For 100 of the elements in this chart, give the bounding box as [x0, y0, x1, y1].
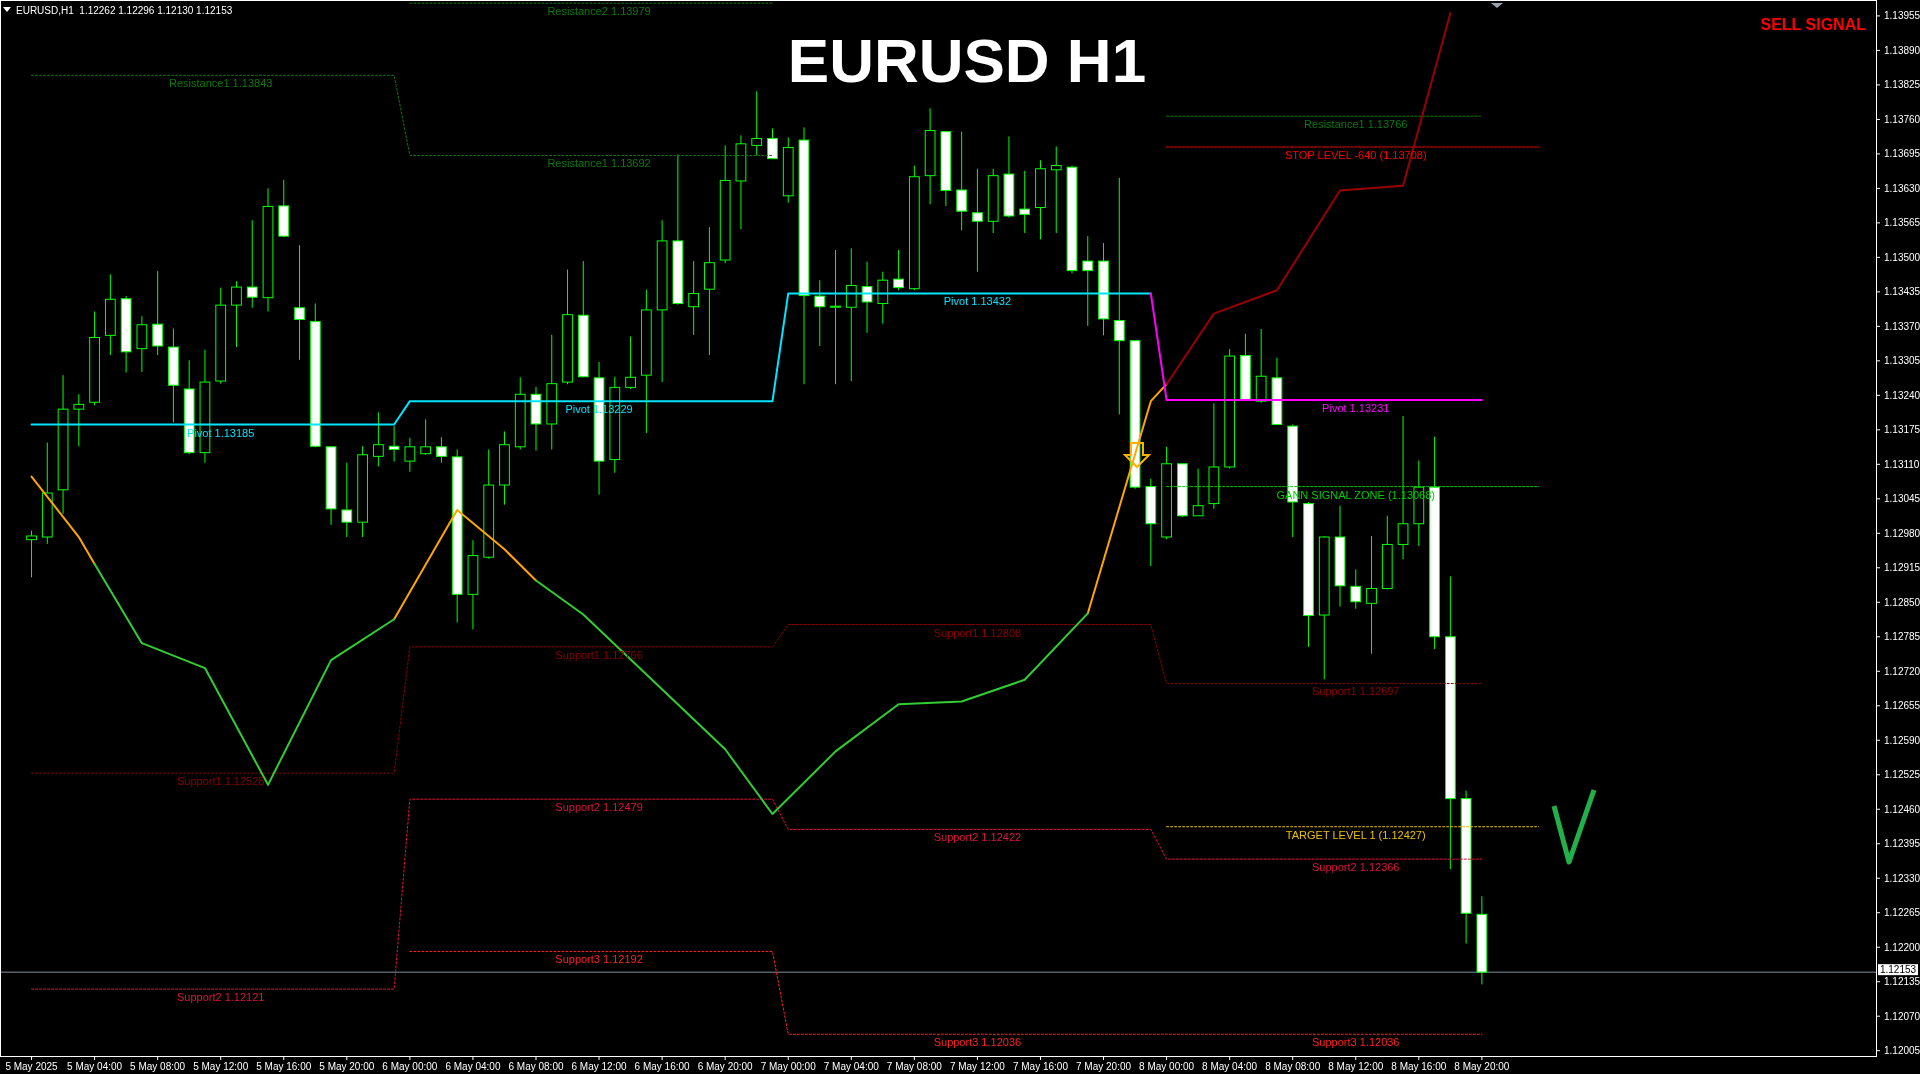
y-tick-label: 1.12590 [1884, 734, 1920, 746]
candlestick [814, 279, 826, 347]
candlestick [1050, 145, 1062, 234]
y-tick-label: 1.13110 [1884, 458, 1920, 470]
y-tick-label: 1.13825 [1884, 79, 1920, 91]
y-tick-label: 1.12200 [1884, 941, 1920, 953]
candlestick [893, 249, 904, 291]
annotation: Resistance1 1.13843 [169, 77, 273, 90]
y-tick-label: 1.12330 [1884, 872, 1920, 884]
y-tick-label: 1.12785 [1884, 631, 1920, 643]
annotation: Support1 1.12808 [933, 626, 1022, 639]
candlestick [830, 249, 841, 385]
annotation: Resistance1 1.13766 [1304, 118, 1408, 131]
annotation: Support3 1.12036 [1312, 1036, 1400, 1049]
x-tick-label: 6 May 00:00 [382, 1061, 438, 1072]
candlestick [1350, 568, 1362, 610]
x-tick-label: 7 May 12:00 [949, 1061, 1006, 1072]
ref-line-label: 1.12153 [1879, 964, 1917, 976]
text: EURUSD,H1 1.12262 1.12296 1.12130 1.12153 [16, 5, 233, 16]
annotation: Support2 1.12366 [1312, 861, 1400, 874]
x-tick-label: 5 May 16:00 [256, 1061, 312, 1072]
line-series [31, 798, 1483, 990]
candlestick [341, 462, 353, 538]
x-tick-label: 6 May 08:00 [508, 1061, 564, 1072]
annotation: Support3 1.12036 [933, 1036, 1022, 1049]
x-tick-label: 7 May 04:00 [823, 1061, 880, 1072]
annotation: Pivot 1.13231 [1322, 402, 1390, 415]
candlestick [152, 270, 164, 356]
y-tick-label: 1.12525 [1884, 769, 1920, 781]
x-tick-label: 6 May 04:00 [445, 1061, 501, 1072]
x-tick-label: 5 May 08:00 [130, 1061, 186, 1072]
y-tick-label: 1.12265 [1884, 907, 1920, 919]
x-tick-label: 5 May 12:00 [193, 1061, 249, 1072]
annotation: Support2 1.12121 [176, 991, 265, 1004]
annotation: Resistance2 1.13979 [547, 5, 651, 18]
y-tick-label: 1.12980 [1884, 527, 1920, 539]
y-tick-label: 1.12915 [1884, 562, 1920, 574]
candlestick [767, 127, 778, 160]
annotation: SELL SIGNAL [1760, 16, 1867, 33]
y-tick-label: 1.12720 [1884, 665, 1920, 677]
x-tick-label: 6 May 20:00 [697, 1061, 754, 1072]
candlestick [294, 244, 305, 361]
candlestick [73, 393, 85, 447]
candlestick [1366, 535, 1377, 655]
candlestick [956, 131, 968, 231]
annotation: Support3 1.12192 [555, 953, 643, 966]
x-tick-label: 7 May 08:00 [886, 1061, 943, 1072]
candlestick [845, 247, 857, 382]
x-tick-label: 8 May 12:00 [1328, 1061, 1384, 1072]
x-tick-label: 7 May 20:00 [1076, 1061, 1132, 1072]
y-tick-label: 1.12005 [1884, 1045, 1920, 1057]
y-tick-label: 1.13435 [1884, 286, 1920, 298]
y-tick-label: 1.13695 [1884, 148, 1920, 160]
y-tick-label: 1.12655 [1884, 700, 1920, 712]
y-tick-label: 1.12135 [1884, 976, 1920, 988]
x-tick-label: 5 May 20:00 [319, 1061, 375, 1072]
annotation: Support2 1.12422 [933, 831, 1022, 844]
y-tick-label: 1.13370 [1884, 320, 1920, 332]
candlestick [246, 219, 258, 309]
y-tick-label: 1.13045 [1884, 493, 1920, 505]
x-tick-label: 6 May 16:00 [634, 1061, 691, 1072]
y-tick-label: 1.12070 [1884, 1010, 1920, 1022]
x-tick-label: 8 May 04:00 [1202, 1061, 1258, 1072]
candlestick [972, 168, 983, 273]
annotation: Support1 1.12528 [176, 775, 265, 788]
x-tick-label: 6 May 12:00 [571, 1061, 628, 1072]
x-tick-label: 8 May 00:00 [1139, 1061, 1195, 1072]
y-tick-label: 1.12850 [1884, 596, 1920, 608]
x-tick-label: 5 May 2025 [5, 1061, 59, 1072]
y-tick-label: 1.12460 [1884, 803, 1920, 815]
candlestick [372, 411, 384, 467]
x-tick-label: 8 May 08:00 [1265, 1061, 1321, 1072]
candlestick [436, 436, 447, 464]
annotation: Support2 1.12479 [555, 801, 643, 814]
candlestick [861, 261, 873, 334]
candlestick [231, 280, 242, 348]
annotation: Support1 1.12697 [1312, 685, 1400, 698]
candlestick [1113, 177, 1125, 415]
candlestick [688, 260, 700, 336]
line-series [1165, 12, 1452, 386]
candlestick [751, 90, 763, 156]
candlestick [877, 271, 889, 325]
line-series [31, 624, 1483, 774]
candlestick [136, 315, 148, 373]
x-tick-label: 8 May 20:00 [1454, 1061, 1510, 1072]
y-tick-label: 1.12395 [1884, 838, 1920, 850]
y-tick-label: 1.13890 [1884, 44, 1920, 56]
x-tick-label: 8 May 16:00 [1391, 1061, 1447, 1072]
candlestick [404, 437, 416, 473]
candlestick [26, 530, 37, 578]
y-tick-label: 1.13565 [1884, 217, 1920, 229]
annotation: Pivot 1.13432 [943, 295, 1012, 308]
y-tick-label: 1.13175 [1884, 424, 1920, 436]
y-tick-label: 1.13955 [1884, 10, 1920, 22]
y-tick-label: 1.13240 [1884, 389, 1920, 401]
candlestick [1082, 235, 1094, 327]
candlestick [420, 418, 432, 456]
x-tick-label: 7 May 16:00 [1012, 1061, 1069, 1072]
candlestick [625, 335, 636, 390]
y-tick-label: 1.13630 [1884, 182, 1920, 194]
